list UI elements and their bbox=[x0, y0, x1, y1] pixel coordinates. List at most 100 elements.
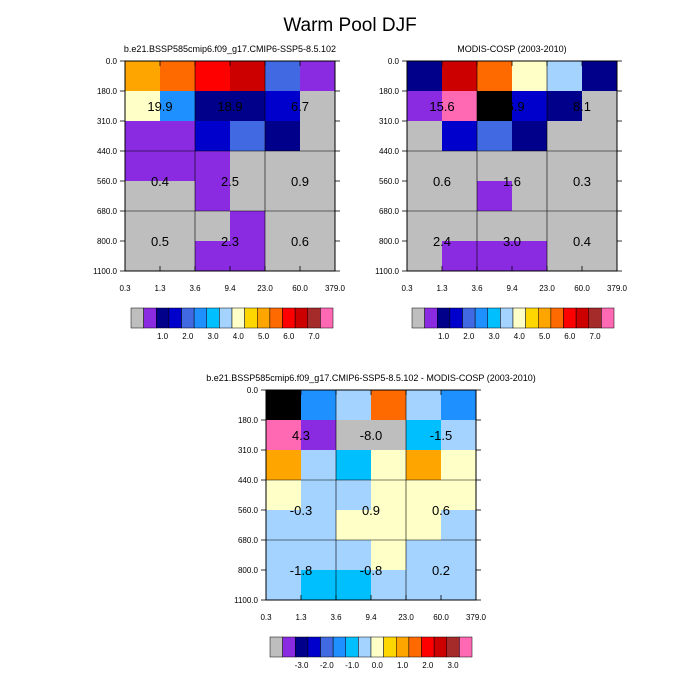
heatmap-cell bbox=[477, 91, 513, 122]
box-value-label: -0.3 bbox=[290, 503, 312, 518]
heatmap-cell bbox=[407, 61, 443, 92]
heatmap-cell bbox=[582, 121, 618, 152]
heatmap-cell bbox=[230, 241, 266, 272]
heatmap-cell bbox=[407, 241, 443, 272]
colorbar-swatch bbox=[474, 307, 489, 329]
colorbar-swatch bbox=[130, 307, 144, 329]
heatmap-cell bbox=[582, 181, 618, 212]
x-tick-label: 23.0 bbox=[398, 613, 414, 622]
y-tick-label: 680.0 bbox=[97, 207, 118, 216]
colorbar-swatch bbox=[421, 636, 435, 658]
figure-title: Warm Pool DJF bbox=[283, 15, 416, 36]
colorbar-swatch bbox=[269, 307, 283, 329]
colorbar-swatch bbox=[500, 307, 514, 329]
heatmap-cell bbox=[125, 91, 161, 122]
heatmap-cell bbox=[265, 241, 301, 272]
heatmap-cell bbox=[441, 420, 477, 451]
x-tick-label: 60.0 bbox=[574, 284, 590, 293]
colorbar-swatch bbox=[588, 307, 602, 329]
colorbar-label: 3.0 bbox=[208, 332, 220, 341]
colorbar-swatch bbox=[538, 307, 552, 329]
colorbar-label: 7.0 bbox=[309, 332, 321, 341]
x-tick-label: 9.4 bbox=[224, 284, 236, 293]
colorbar-label: 2.0 bbox=[463, 332, 475, 341]
colorbar-label: 4.0 bbox=[514, 332, 526, 341]
box-value-label: 2.5 bbox=[221, 174, 239, 189]
y-tick-label: 440.0 bbox=[379, 147, 400, 156]
box-value-label: 0.3 bbox=[573, 174, 591, 189]
heatmap-cell bbox=[266, 420, 302, 451]
heatmap-cell bbox=[547, 211, 583, 242]
panel-2: MODIS-COSP (2003-2010) 0.3 1.3 3.6 9.4 23.0 60… bbox=[375, 44, 627, 341]
heatmap-cell bbox=[195, 121, 231, 152]
heatmap-cell bbox=[547, 61, 583, 92]
heatmap-cell bbox=[547, 91, 583, 122]
heatmap-cell bbox=[265, 211, 301, 242]
heatmap-cell bbox=[230, 61, 266, 92]
colorbar-swatch bbox=[244, 307, 258, 329]
colorbar-swatch bbox=[487, 307, 501, 329]
colorbar-swatch bbox=[295, 636, 309, 658]
colorbar-swatch bbox=[143, 307, 157, 329]
box-value-label: 2.4 bbox=[433, 234, 451, 249]
colorbar-swatch bbox=[446, 636, 460, 658]
y-tick-label: 1100.0 bbox=[375, 267, 399, 276]
heatmap-cell bbox=[547, 241, 583, 272]
heatmap-cell bbox=[441, 390, 477, 421]
heatmap-cell bbox=[300, 241, 336, 272]
x-tick-label: 0.3 bbox=[260, 613, 272, 622]
heatmap-cell bbox=[477, 241, 513, 272]
colorbar-swatch bbox=[433, 636, 448, 658]
heatmap-cell bbox=[160, 241, 196, 272]
y-tick-label: 800.0 bbox=[238, 566, 259, 575]
box-value-label: 0.2 bbox=[432, 563, 450, 578]
x-tick-label: 1.3 bbox=[436, 284, 448, 293]
y-tick-label: 1100.0 bbox=[93, 267, 117, 276]
box-value-label: -0.8 bbox=[360, 563, 382, 578]
colorbar-swatch bbox=[156, 307, 170, 329]
box-value-label: 15.6 bbox=[429, 99, 454, 114]
heatmap-cell bbox=[442, 241, 478, 272]
colorbar-label: -2.0 bbox=[320, 661, 334, 670]
colorbar-swatch bbox=[257, 307, 271, 329]
heatmap-cell bbox=[512, 121, 548, 152]
y-tick-label: 800.0 bbox=[379, 237, 400, 246]
panel-title: b.e21.BSSP585cmip6.f09_g17.CMIP6-SSP5-8.… bbox=[206, 373, 536, 383]
x-tick-label: 23.0 bbox=[539, 284, 555, 293]
heatmap-cell bbox=[336, 480, 372, 511]
heatmap-cell bbox=[266, 390, 302, 421]
heatmap-cell bbox=[301, 510, 337, 541]
box-value-label: 0.9 bbox=[291, 174, 309, 189]
box-value-label: 0.4 bbox=[151, 174, 169, 189]
colorbar-swatch bbox=[231, 307, 245, 329]
colorbar-label: 1.0 bbox=[397, 661, 409, 670]
heatmap-cell bbox=[300, 181, 336, 212]
heatmap-cell bbox=[512, 211, 548, 242]
heatmap-cell bbox=[125, 241, 161, 272]
y-tick-label: 560.0 bbox=[97, 177, 118, 186]
heatmap-cell bbox=[301, 390, 337, 421]
x-tick-label: 60.0 bbox=[292, 284, 308, 293]
heatmap-cell bbox=[407, 211, 443, 242]
heatmap-cell bbox=[442, 121, 478, 152]
heatmap-cell bbox=[512, 61, 548, 92]
heatmap-cell bbox=[582, 211, 618, 242]
box-value-label: 3.0 bbox=[503, 234, 521, 249]
heatmap-cell bbox=[160, 121, 196, 152]
heatmap-cell bbox=[195, 211, 231, 242]
heatmap-cell bbox=[160, 181, 196, 212]
colorbar-swatch bbox=[358, 636, 372, 658]
heatmap-cell bbox=[265, 151, 301, 182]
x-tick-label: 1.3 bbox=[154, 284, 166, 293]
panel-1: b.e21.BSSP585cmip6.f09_g17.CMIP6-SSP5-8.… bbox=[93, 44, 345, 341]
heatmap-cell bbox=[477, 61, 513, 92]
box-value-label: 0.6 bbox=[432, 503, 450, 518]
colorbar-label: 6.0 bbox=[564, 332, 576, 341]
heatmap-cell bbox=[301, 480, 337, 511]
heatmap-cell bbox=[195, 91, 231, 122]
colorbar-swatch bbox=[512, 307, 526, 329]
y-tick-label: 0.0 bbox=[247, 386, 259, 395]
colorbar-swatch bbox=[424, 307, 438, 329]
heatmap-cell bbox=[301, 570, 337, 601]
colorbar-label: 5.0 bbox=[539, 332, 551, 341]
